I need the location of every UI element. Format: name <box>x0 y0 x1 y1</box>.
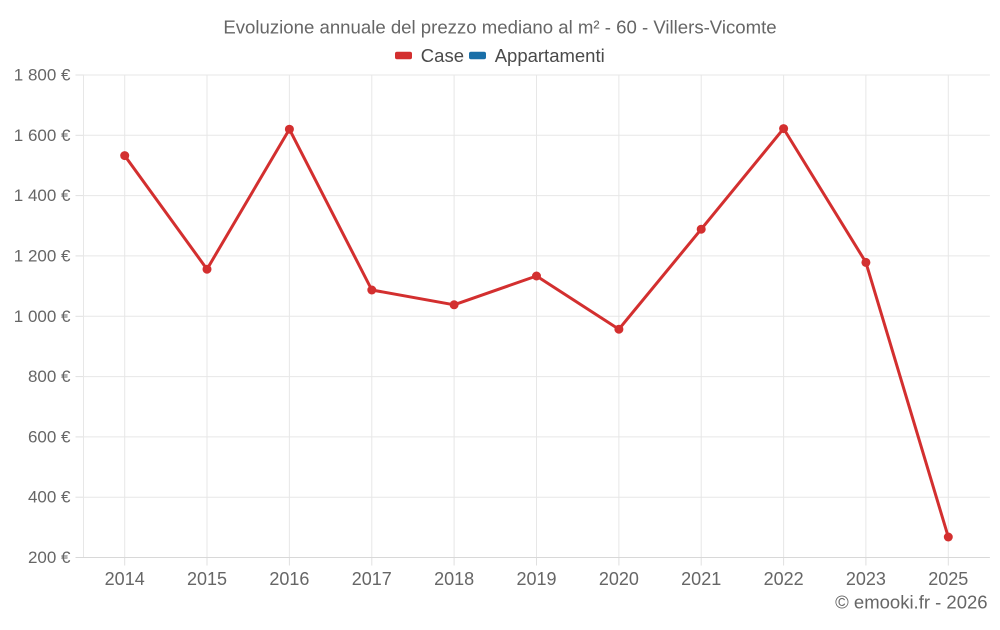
svg-text:1 600 €: 1 600 € <box>14 126 71 145</box>
svg-text:2020: 2020 <box>599 569 639 589</box>
svg-text:2017: 2017 <box>352 569 392 589</box>
svg-text:2025: 2025 <box>928 569 968 589</box>
svg-text:Case: Case <box>421 45 464 66</box>
svg-text:1 200 €: 1 200 € <box>14 246 71 265</box>
svg-text:2018: 2018 <box>434 569 474 589</box>
svg-text:2023: 2023 <box>846 569 886 589</box>
svg-text:Evoluzione annuale del prezzo: Evoluzione annuale del prezzo mediano al… <box>223 17 776 38</box>
svg-text:© emooki.fr - 2026: © emooki.fr - 2026 <box>835 592 987 613</box>
svg-text:Appartamenti: Appartamenti <box>495 45 605 66</box>
svg-text:1 800 €: 1 800 € <box>14 66 71 85</box>
svg-text:2022: 2022 <box>764 569 804 589</box>
svg-text:2016: 2016 <box>269 569 309 589</box>
svg-text:2021: 2021 <box>681 569 721 589</box>
svg-text:1 400 €: 1 400 € <box>14 186 71 205</box>
svg-text:1 000 €: 1 000 € <box>14 307 71 326</box>
svg-text:2015: 2015 <box>187 569 227 589</box>
svg-text:2014: 2014 <box>105 569 145 589</box>
svg-text:800 €: 800 € <box>28 367 71 386</box>
svg-text:2019: 2019 <box>516 569 556 589</box>
svg-text:200 €: 200 € <box>28 548 71 567</box>
svg-text:400 €: 400 € <box>28 488 71 507</box>
svg-text:600 €: 600 € <box>28 427 71 446</box>
